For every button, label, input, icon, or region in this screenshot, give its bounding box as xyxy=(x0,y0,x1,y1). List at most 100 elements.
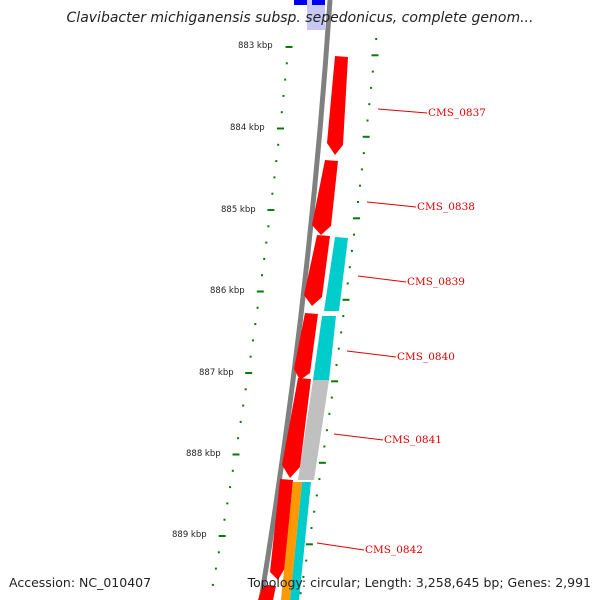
outer-minor-tick xyxy=(360,168,363,171)
cds-feature-CMS_0837 xyxy=(327,56,348,155)
cog-cyan-1 xyxy=(324,237,348,311)
inner-minor-tick xyxy=(275,160,278,163)
gene-label-CMS_0837: CMS_0837 xyxy=(428,107,486,119)
inner-minor-tick xyxy=(214,567,217,570)
gene-label-CMS_0841: CMS_0841 xyxy=(384,434,442,446)
outer-minor-tick xyxy=(357,201,359,203)
cds-feature-CMS_0841 xyxy=(282,378,311,478)
outer-minor-tick xyxy=(328,412,331,415)
outer-minor-tick xyxy=(346,282,349,285)
inner-major-tick xyxy=(277,127,284,130)
inner-minor-tick xyxy=(254,323,257,326)
cog-orange-1 xyxy=(281,482,302,600)
top-partial-features xyxy=(294,0,325,30)
outer-major-tick xyxy=(371,54,379,57)
top-blue-feature-2 xyxy=(312,0,325,5)
inner-minor-tick xyxy=(265,241,268,244)
gene-labels: CMS_0837 CMS_0838 CMS_0839 CMS_0840 CMS_… xyxy=(365,107,486,556)
inner-minor-tick xyxy=(252,339,254,342)
inner-minor-tick xyxy=(277,143,280,146)
inner-major-tick xyxy=(285,46,293,48)
inner-tick-track xyxy=(211,46,293,586)
top-blue-feature-1 xyxy=(294,0,307,5)
outer-major-tick xyxy=(305,543,313,546)
inner-minor-tick xyxy=(229,486,232,489)
cds-feature-bottom xyxy=(258,585,276,600)
cds-feature-CMS_0839 xyxy=(304,235,330,306)
outer-minor-tick xyxy=(323,445,326,448)
scale-label-887: 887 kbp xyxy=(199,368,234,378)
inner-major-tick xyxy=(245,372,253,374)
inner-minor-tick xyxy=(280,111,283,114)
top-lightblue-feature-1 xyxy=(307,0,312,30)
gene-label-CMS_0840: CMS_0840 xyxy=(397,351,455,363)
inner-minor-tick xyxy=(285,62,288,65)
gene-label-CMS_0842: CMS_0842 xyxy=(365,544,423,556)
inner-major-tick xyxy=(256,290,264,293)
scale-label-883: 883 kbp xyxy=(238,41,273,51)
inner-major-tick xyxy=(232,453,240,456)
outer-minor-tick xyxy=(371,70,374,73)
outer-minor-tick xyxy=(340,331,343,334)
accession-text: Accession: NC_010407 xyxy=(9,575,151,590)
inner-minor-tick xyxy=(267,225,270,228)
cog-gray-1 xyxy=(298,380,329,480)
scale-label-885: 885 kbp xyxy=(221,205,256,215)
outer-major-tick xyxy=(318,461,326,464)
outer-major-tick xyxy=(342,298,350,301)
inner-minor-tick xyxy=(249,355,252,358)
cds-feature-CMS_0840 xyxy=(294,313,318,380)
scale-label-889: 889 kbp xyxy=(172,530,207,540)
outer-minor-tick xyxy=(305,559,308,562)
inner-minor-tick xyxy=(211,583,214,586)
outer-minor-tick xyxy=(370,86,373,89)
leader-line-CMS_0837 xyxy=(377,108,428,114)
outer-minor-tick xyxy=(350,249,353,252)
outer-minor-tick xyxy=(353,233,355,236)
scale-label-888: 888 kbp xyxy=(186,449,221,459)
cog-cyan-2 xyxy=(313,316,336,380)
label-leaders xyxy=(316,108,428,551)
outer-minor-tick xyxy=(368,103,371,106)
cds-feature-CMS_0838 xyxy=(312,160,338,235)
scale-labels: 883 kbp 884 kbp 885 kbp 886 kbp 887 kbp … xyxy=(172,41,273,540)
leader-line-CMS_0839 xyxy=(357,275,407,283)
outer-major-tick xyxy=(331,380,339,383)
inner-minor-tick xyxy=(223,518,226,521)
inner-minor-tick xyxy=(256,306,259,309)
top-lightblue-feature-2 xyxy=(312,5,325,30)
outer-minor-tick xyxy=(362,152,365,155)
inner-major-tick xyxy=(267,209,275,211)
outer-major-tick xyxy=(353,217,360,220)
outer-minor-tick xyxy=(299,592,302,595)
gene-label-CMS_0839: CMS_0839 xyxy=(407,276,465,288)
inner-major-tick xyxy=(218,535,226,537)
inner-minor-tick xyxy=(273,176,276,179)
scale-label-884: 884 kbp xyxy=(230,123,265,133)
inner-minor-tick xyxy=(239,420,242,423)
inner-minor-tick xyxy=(226,502,229,505)
inner-minor-tick xyxy=(282,94,285,97)
outer-minor-tick xyxy=(330,396,333,399)
outer-minor-tick xyxy=(325,429,328,432)
outer-minor-tick xyxy=(366,119,369,122)
leader-line-CMS_0841 xyxy=(333,433,384,441)
leader-line-CMS_0842 xyxy=(316,542,365,551)
inner-minor-tick xyxy=(231,469,234,472)
outer-tick-track xyxy=(299,38,379,595)
inner-minor-tick xyxy=(284,78,287,81)
outer-minor-tick xyxy=(337,347,340,350)
outer-minor-tick xyxy=(359,184,361,187)
inner-minor-tick xyxy=(271,192,274,195)
leader-line-CMS_0840 xyxy=(346,350,397,358)
inner-minor-tick xyxy=(244,388,247,391)
cds-track xyxy=(258,56,348,600)
inner-minor-tick xyxy=(261,274,263,277)
outer-minor-tick xyxy=(310,527,313,529)
backbone-arc xyxy=(258,0,333,600)
outer-minor-tick xyxy=(313,510,316,513)
outer-minor-tick xyxy=(318,478,321,481)
outer-minor-tick xyxy=(315,494,318,497)
leader-line-CMS_0838 xyxy=(366,201,417,208)
